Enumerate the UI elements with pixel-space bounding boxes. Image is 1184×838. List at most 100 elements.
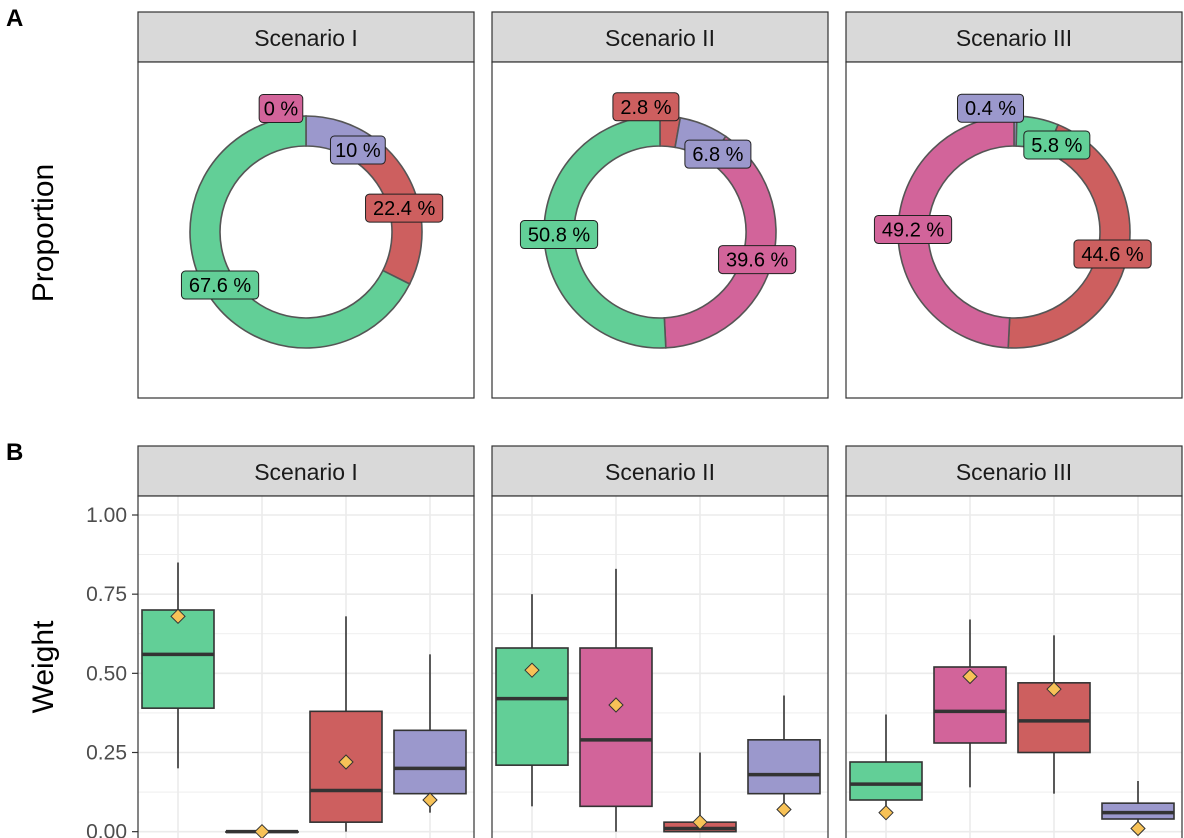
donut-label: 5.8 % [1023,130,1091,160]
donut-label: 39.6 % [718,245,797,275]
donut-label-text: 0 % [264,99,299,121]
donut-label: 6.8 % [684,139,752,169]
donut-label-text: 0.4 % [965,98,1016,120]
donut-facet: Scenario I 0 % 10 % 22.4 % 67.6 % [137,11,475,399]
box-facet: Scenario I [137,445,475,838]
box [1101,781,1175,837]
box [579,568,653,832]
donut-label: 0.4 % [957,93,1025,123]
box-facet: Scenario II [491,445,829,838]
donut-facet: Scenario III 0.4 % 5.8 % 44.6 % 49.2 % [845,11,1183,399]
box [495,594,569,807]
box-body [747,739,821,795]
box-facet: Scenario III [845,445,1183,838]
donut-label-text: 39.6 % [726,250,788,272]
donut-label-text: 50.8 % [528,225,590,247]
mean-marker [608,697,624,713]
facet-title: Scenario II [605,459,715,485]
donut-label: 49.2 % [873,214,953,244]
facet-strip [845,445,1183,497]
box [1017,635,1091,794]
y-tick-label: 1.00 [86,504,127,527]
donut-label-text: 67.6 % [189,275,251,297]
facet-title: Scenario III [956,25,1072,51]
box [393,654,467,813]
mean-marker [1046,681,1062,697]
panel-b-letter: B [6,439,23,466]
mean-marker [524,662,540,678]
donut-label: 67.6 % [180,270,260,300]
facet-border [845,495,1183,838]
donut-label-text: 22.4 % [373,198,435,220]
donut-label-box [365,193,444,223]
box-facets: Scenario I Scenario II Scenario III [137,445,1183,838]
donut-label-box [612,92,680,122]
proportion-axis-title: Proportion [27,164,60,302]
box [141,562,215,769]
donut-label-text: 10 % [335,140,381,162]
mean-marker [962,668,978,685]
mean-marker [776,801,792,818]
donut-label-box [684,139,752,169]
box-body [393,729,467,795]
facet-strip [845,11,1183,63]
donut-label-box [329,135,386,165]
mean-marker [878,804,894,821]
mean-marker [422,792,438,808]
facet-border [491,495,829,838]
donut-label: 50.8 % [519,220,599,250]
box [747,695,821,818]
donut-label-text: 6.8 % [692,144,743,166]
facet-border [137,495,475,838]
box [849,714,923,821]
mean-marker [1130,820,1146,837]
donut-label: 2.8 % [612,92,680,122]
mean-marker [692,814,708,830]
box-body [141,609,215,709]
donut-label-box [1023,130,1091,160]
donut-label: 10 % [329,135,386,165]
mean-marker [338,754,354,770]
panel-a-letter: A [6,5,23,32]
box-body [849,761,923,801]
weight-axis-title: Weight [27,620,60,713]
mean-marker [254,823,270,838]
donut-label-box [519,220,599,250]
facet-strip [491,11,829,63]
donut-label-text: 2.8 % [620,97,671,119]
y-tick-label: 0.25 [86,742,127,765]
facet-strip [491,445,829,497]
donut-label-box [873,214,953,244]
donut-label: 44.6 % [1073,239,1152,269]
donut-label: 22.4 % [365,193,444,223]
donut-label-box [718,245,797,275]
box [225,823,299,838]
facet-title: Scenario I [254,459,358,485]
box-body [579,647,653,808]
facet-title: Scenario II [605,25,715,51]
donut-label-text: 5.8 % [1031,135,1082,157]
y-tick-label: 0.50 [86,662,127,685]
y-tick-label: 0.75 [86,583,127,606]
donut-label: 0 % [258,94,304,124]
donut-label-box [258,94,304,124]
donut-slice [1007,123,1131,349]
facet-title: Scenario I [254,25,358,51]
donut-label-box [1073,239,1152,269]
box [933,619,1007,788]
box [309,616,383,832]
donut-facet: Scenario II 2.8 % 6.8 % 39.6 % 50.8 % [491,11,829,399]
donut-label-box [957,93,1025,123]
mean-marker [170,608,186,625]
donut-label-box [180,270,260,300]
donut-label-text: 49.2 % [882,219,944,241]
facet-strip [137,445,475,497]
donut-slice [663,135,777,349]
box [663,752,737,833]
donut-label-text: 44.6 % [1081,244,1143,266]
facet-strip [137,11,475,63]
donut-facets: Scenario I 0 % 10 % 22.4 % 67.6 % Scenario II… [137,11,1183,399]
y-tick-label: 0.00 [86,821,127,838]
weight-y-axis: 0.00 0.25 0.50 0.75 1.00 [86,504,138,838]
